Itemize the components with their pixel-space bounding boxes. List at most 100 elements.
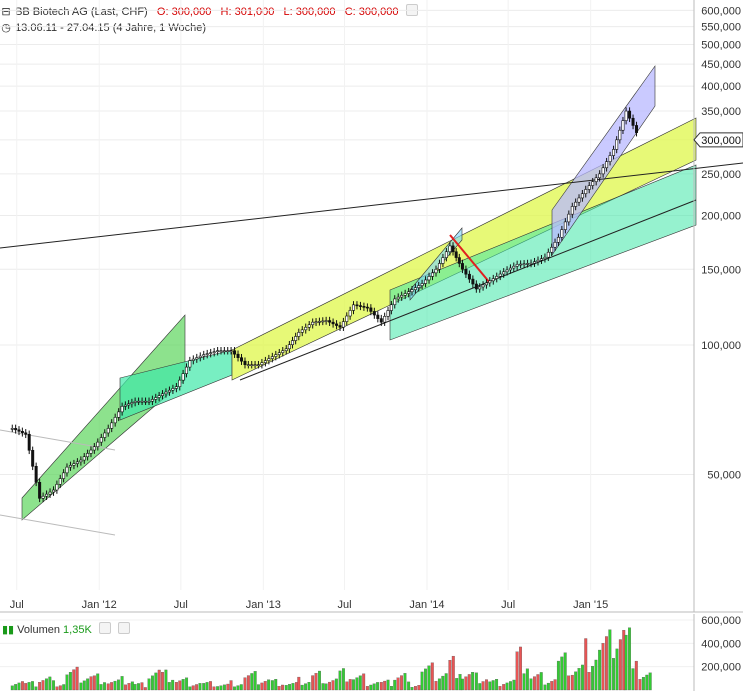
candle-body xyxy=(267,358,271,361)
candle-body xyxy=(560,229,564,238)
candle-body xyxy=(82,456,86,461)
candle-body xyxy=(369,307,373,312)
candle-body xyxy=(167,389,171,393)
candle-body xyxy=(464,268,468,275)
candle-body xyxy=(376,314,380,319)
candle-body xyxy=(383,316,387,323)
volume-bar xyxy=(341,668,345,691)
candle-body xyxy=(570,206,574,215)
candle-body xyxy=(256,364,260,366)
volume-bar xyxy=(512,679,516,691)
candle-body xyxy=(270,356,274,359)
candle-body xyxy=(157,395,161,398)
candle-body xyxy=(300,329,304,333)
volume-bar xyxy=(519,646,522,691)
volume-bar xyxy=(167,682,171,691)
candle-body xyxy=(281,350,285,353)
volume-bar xyxy=(137,683,140,691)
candle-body xyxy=(34,465,38,483)
volume-bar xyxy=(471,672,475,691)
volume-bar xyxy=(407,681,411,691)
volume-bar xyxy=(645,674,649,691)
volume-bar xyxy=(328,681,331,691)
volume-bar xyxy=(525,668,529,691)
candle-body xyxy=(198,355,202,358)
candle-body xyxy=(431,272,435,277)
high-value: 301,000 xyxy=(234,6,275,18)
candle-body xyxy=(68,465,72,468)
candle-body xyxy=(502,271,506,275)
candle-body xyxy=(427,276,431,281)
volume-bar xyxy=(110,682,114,691)
trend-channels xyxy=(0,65,743,536)
volume-bar xyxy=(209,681,212,691)
candle-body xyxy=(355,304,359,307)
candle-body xyxy=(127,403,131,406)
candle-body xyxy=(150,399,154,402)
collapse-icon[interactable]: ⊟ xyxy=(1,6,11,18)
candle-body xyxy=(444,251,448,258)
volume-value: 1,35K xyxy=(63,624,92,636)
candle-body xyxy=(130,402,134,405)
y-tick-label: 250,000 xyxy=(701,169,741,181)
candle-body xyxy=(120,406,124,413)
candle-body xyxy=(441,257,445,264)
volume-bar xyxy=(277,686,281,691)
y-tick-label: 200,000 xyxy=(701,211,741,223)
volume-bar xyxy=(307,682,311,691)
candle-body xyxy=(212,351,216,353)
candle-body xyxy=(137,400,141,403)
candle-body xyxy=(240,357,244,362)
volume-bar xyxy=(270,680,274,691)
volume-bar xyxy=(140,682,144,691)
aux-line-2 xyxy=(0,514,116,536)
candle-body xyxy=(526,263,530,265)
volume-bar xyxy=(174,682,178,691)
candle-body xyxy=(20,431,24,434)
candle-body xyxy=(14,428,18,431)
volume-axis: 600,000 400,000 200,000 xyxy=(693,614,741,691)
volume-bar xyxy=(403,673,407,691)
volume-close-icon[interactable] xyxy=(117,622,130,634)
candle-body xyxy=(407,291,411,294)
candle-body xyxy=(379,318,383,323)
candle-body xyxy=(110,422,114,429)
candle-body xyxy=(317,321,321,323)
candle-body xyxy=(17,429,21,432)
volume-bar xyxy=(205,682,209,691)
volume-bar xyxy=(615,648,619,691)
candle-body xyxy=(345,315,349,322)
volume-bar xyxy=(491,680,495,691)
volume-bar xyxy=(48,676,52,691)
volume-bar xyxy=(300,684,304,691)
price-series xyxy=(10,107,639,503)
candle-body xyxy=(307,324,311,328)
volume-bar xyxy=(120,676,124,691)
volume-bar xyxy=(133,684,137,691)
price-tag xyxy=(693,132,743,148)
volume-bar xyxy=(546,682,550,691)
candle-body xyxy=(171,388,175,391)
candle-body xyxy=(338,325,342,328)
volume-bar xyxy=(505,682,509,691)
volume-bar xyxy=(577,668,581,691)
volume-bar xyxy=(222,684,226,691)
y-tick-label: 550,000 xyxy=(701,22,741,34)
candle-body xyxy=(205,353,209,355)
volume-toggle-icon[interactable] xyxy=(98,622,111,634)
volume-bar xyxy=(226,683,230,691)
candle-body xyxy=(505,269,509,273)
volume-bar xyxy=(256,684,260,691)
volume-bar xyxy=(434,681,438,691)
y-axis: 600,000 550,000 500,000 450,000 400,000 350,0… xyxy=(0,0,743,613)
candle-body xyxy=(250,364,254,366)
x-tick-label: Jan '12 xyxy=(82,599,117,611)
candle-body xyxy=(188,360,192,368)
volume-bar xyxy=(567,675,571,691)
candle-body xyxy=(75,461,79,464)
candle-body xyxy=(591,181,595,186)
candle-body xyxy=(546,251,550,258)
volume-bar xyxy=(604,636,608,691)
candle-body xyxy=(495,276,499,279)
volume-bar xyxy=(474,672,478,691)
